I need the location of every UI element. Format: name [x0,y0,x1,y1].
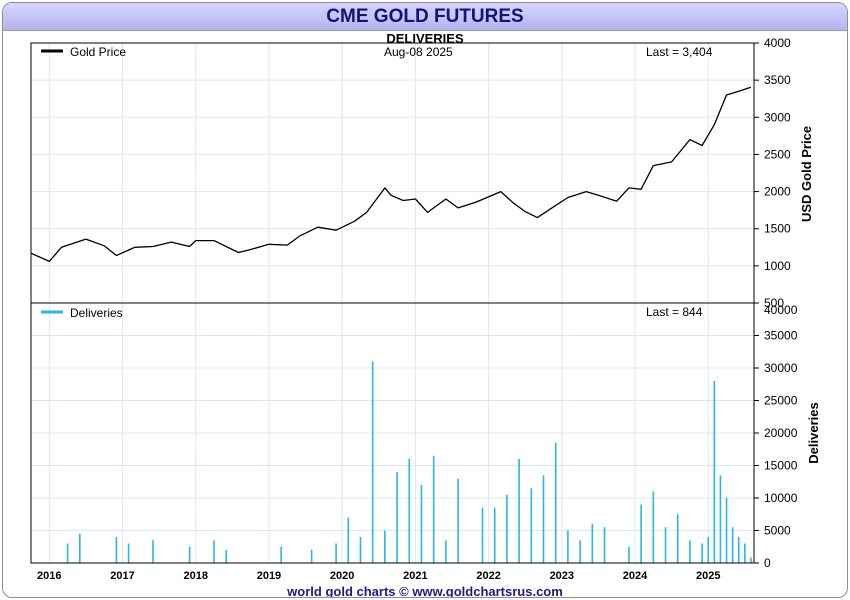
x-tick-label: 2019 [257,570,281,582]
x-tick-label: 2016 [37,570,61,582]
deliveries-y-axis-label: Deliveries [806,402,821,463]
deliveries-tick-label: 40000 [764,303,798,317]
deliveries-legend-label: Deliveries [70,306,123,320]
price-panel-grid [31,42,754,303]
x-tick-label: 2025 [696,570,720,582]
price-date-label: Aug-08 2025 [384,45,453,59]
deliveries-tick-label: 30000 [764,361,798,375]
deliveries-tick-label: 35000 [764,329,798,343]
price-tick-label: 3000 [764,110,791,124]
chart-title: CME GOLD FUTURES [326,6,524,27]
deliveries-tick-label: 0 [764,556,771,570]
deliveries-bars [66,361,752,563]
x-tick-label: 2024 [623,570,648,582]
price-tick-label: 3500 [764,73,791,87]
deliveries-tick-label: 5000 [764,524,791,538]
chart-subtitle: DELIVERIES [386,31,464,46]
x-axis-ticks: 2016 2017 2018 2019 2020 2021 2022 2023 2024 2025 [37,570,720,582]
gold-price-line [30,86,752,263]
deliveries-tick-label: 20000 [764,426,798,440]
price-panel-border [30,42,755,304]
x-tick-label: 2022 [476,570,500,582]
deliveries-tick-label: 15000 [764,459,798,473]
price-tick-label: 2000 [764,185,791,199]
x-tick-label: 2021 [403,570,427,582]
deliveries-y-ticks: 40000 35000 30000 25000 20000 15000 10000 5000 0 [754,302,798,570]
gold-price-legend-label: Gold Price [70,45,126,59]
x-tick-label: 2020 [330,570,354,582]
title-bar [3,3,847,31]
price-tick-label: 500 [764,296,784,310]
x-tick-label: 2017 [110,570,134,582]
price-y-ticks: 4000 3500 3000 2500 2000 1500 1000 500 [754,36,791,310]
price-tick-label: 2500 [764,147,791,161]
price-tick-label: 1500 [764,222,791,236]
x-tick-label: 2018 [183,570,207,582]
price-y-axis-label: USD Gold Price [799,126,814,222]
price-line-group [30,86,752,263]
deliveries-panel-grid [31,303,754,563]
footer-credit: world gold charts © www.goldchartsrus.co… [287,584,563,598]
deliveries-tick-label: 25000 [764,394,798,408]
deliveries-tick-label: 10000 [764,491,798,505]
price-tick-label: 4000 [764,36,791,50]
price-tick-label: 1000 [764,259,791,273]
deliveries-last-label: Last = 844 [646,305,703,319]
price-last-label: Last = 3,404 [646,45,713,59]
x-tick-label: 2023 [550,570,574,582]
